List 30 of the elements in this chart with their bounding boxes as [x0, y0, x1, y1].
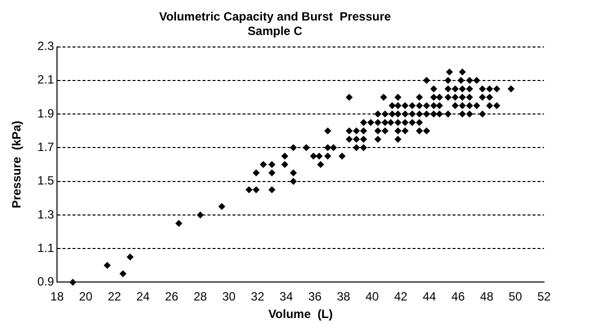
x-tick-label: 32 [250, 290, 265, 304]
y-tick-label: 2.3 [37, 39, 54, 54]
x-tick-label: 40 [365, 290, 380, 304]
y-tick-label: 1.1 [37, 240, 54, 255]
x-tick-label: 38 [336, 290, 350, 304]
x-tick-label: 50 [508, 290, 522, 304]
y-tick-label: 1.3 [37, 207, 54, 222]
y-tick-label: 1.7 [37, 140, 54, 154]
chart-subtitle: Sample C [248, 24, 303, 38]
x-tick-label: 18 [50, 290, 64, 304]
x-tick-label: 46 [451, 290, 466, 304]
x-tick-label: 42 [394, 290, 408, 304]
y-tick-label: 0.9 [37, 274, 54, 289]
x-tick-label: 48 [480, 290, 494, 304]
x-tick-label: 36 [308, 290, 322, 304]
x-tick-label: 24 [136, 290, 150, 304]
x-axis-title: Volume (L) [268, 307, 333, 322]
y-tick-label: 2.1 [37, 72, 54, 87]
y-axis-title: Pressure (kPa) [10, 120, 24, 208]
x-tick-label: 52 [537, 290, 551, 304]
y-tick-label: 1.9 [37, 106, 54, 120]
x-tick-label: 26 [164, 290, 179, 304]
chart-title: Volumetric Capacity and Burst Pressure [159, 10, 392, 24]
x-tick-label: 28 [194, 290, 208, 304]
x-tick-label: 34 [280, 290, 294, 304]
x-tick-label: 44 [422, 290, 436, 304]
x-tick-label: 20 [79, 290, 93, 304]
x-tick-label: 30 [222, 290, 236, 304]
x-tick-label: 22 [108, 290, 122, 304]
y-tick-label: 1.5 [37, 174, 54, 188]
